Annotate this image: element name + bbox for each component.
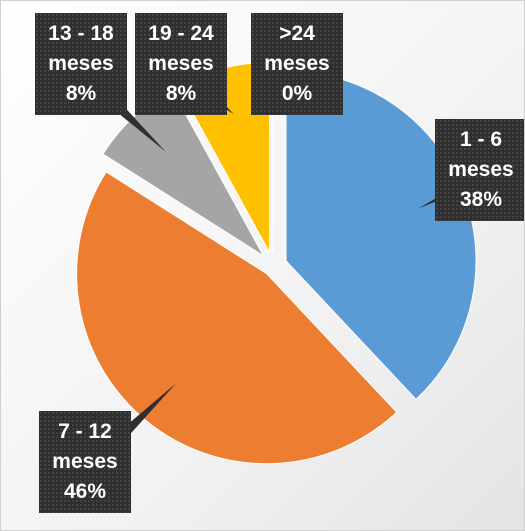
value-label: 8% bbox=[65, 82, 97, 105]
category-label: 7 - 12 meses bbox=[52, 420, 118, 473]
value-label: 8% bbox=[165, 82, 197, 105]
data-label: >24 meses 0% bbox=[251, 13, 343, 115]
category-label: >24 meses bbox=[264, 22, 330, 75]
data-label: 1 - 6 meses 38% bbox=[435, 119, 524, 221]
data-label: 19 - 24 meses 8% bbox=[135, 13, 227, 115]
data-label: 13 - 18 meses 8% bbox=[35, 13, 127, 115]
pie-slice bbox=[76, 171, 398, 465]
category-label: 19 - 24 meses bbox=[148, 22, 214, 75]
category-label: 1 - 6 meses bbox=[448, 128, 514, 181]
value-label: 46% bbox=[63, 480, 107, 503]
value-label: 38% bbox=[459, 188, 503, 211]
value-label: 0% bbox=[281, 82, 313, 105]
data-label: 7 - 12 meses 46% bbox=[39, 411, 131, 513]
category-label: 13 - 18 meses bbox=[48, 22, 114, 75]
